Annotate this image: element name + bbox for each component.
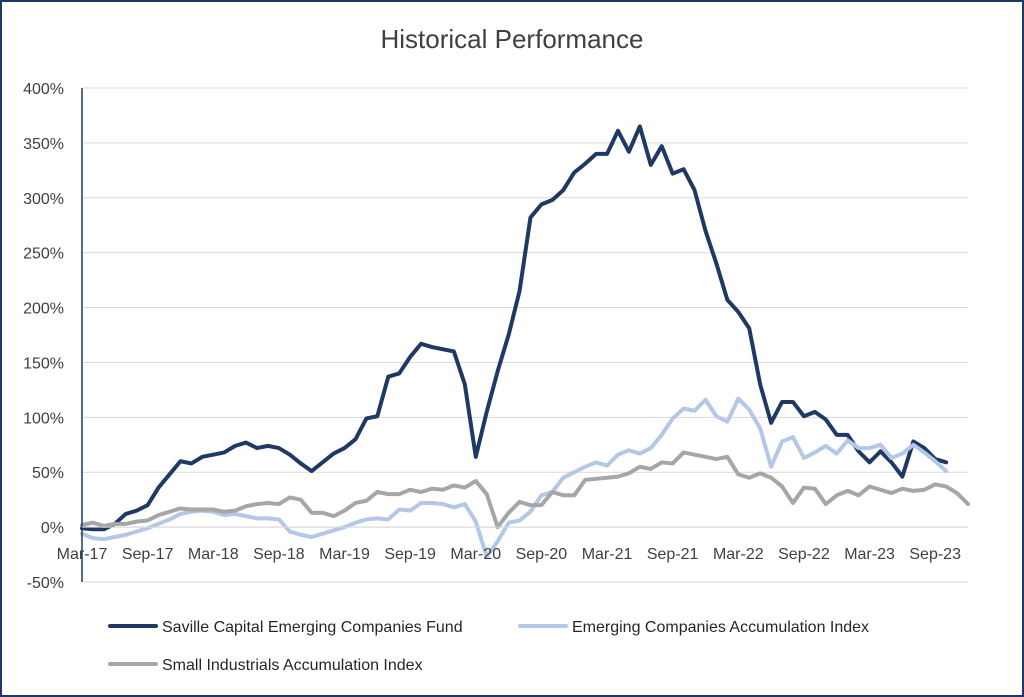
chart-title: Historical Performance: [381, 24, 644, 54]
y-tick-label: 150%: [23, 355, 64, 372]
y-tick-label: 300%: [23, 191, 64, 208]
x-tick-label: Sep-19: [384, 546, 436, 563]
x-tick-label: Sep-18: [253, 546, 305, 563]
x-tick-label: Sep-22: [778, 546, 830, 563]
legend-label-3: Small Industrials Accumulation Index: [162, 657, 423, 674]
y-tick-label: 250%: [23, 246, 64, 263]
y-tick-label: 350%: [23, 136, 64, 153]
x-tick-label: Mar-18: [188, 546, 239, 563]
axes: [81, 88, 968, 582]
legend-label-2: Emerging Companies Accumulation Index: [572, 619, 869, 636]
x-tick-label: Sep-21: [647, 546, 699, 563]
series-lines: [80, 124, 970, 559]
series-line-3: [80, 450, 970, 530]
x-tick-label: Mar-21: [582, 546, 633, 563]
y-axis-ticks: -50% 0% 50% 100% 150% 200% 250% 300% 350% 400%: [23, 81, 64, 592]
y-tick-label: 200%: [23, 301, 64, 318]
series-line-2: [80, 396, 949, 559]
legend-label-1: Saville Capital Emerging Companies Fund: [162, 619, 463, 636]
x-tick-label: Mar-22: [713, 546, 764, 563]
series-line-1: [80, 124, 949, 532]
x-tick-label: Mar-19: [319, 546, 370, 563]
y-tick-label: 50%: [32, 465, 64, 482]
x-tick-label: Sep-23: [909, 546, 961, 563]
y-tick-label: -50%: [27, 575, 64, 592]
y-tick-label: 400%: [23, 81, 64, 98]
x-tick-label: Mar-23: [844, 546, 895, 563]
y-tick-label: 0%: [41, 520, 64, 537]
legend: Saville Capital Emerging Companies Fund E…: [108, 619, 869, 674]
y-tick-label: 100%: [23, 410, 64, 427]
x-tick-label: Mar-20: [450, 546, 501, 563]
x-tick-label: Sep-17: [122, 546, 174, 563]
x-tick-label: Sep-20: [516, 546, 568, 563]
x-axis-ticks: Mar-17 Sep-17 Mar-18 Sep-18 Mar-19 Sep-19 Mar-…: [57, 546, 961, 563]
x-tick-label: Mar-17: [57, 546, 108, 563]
